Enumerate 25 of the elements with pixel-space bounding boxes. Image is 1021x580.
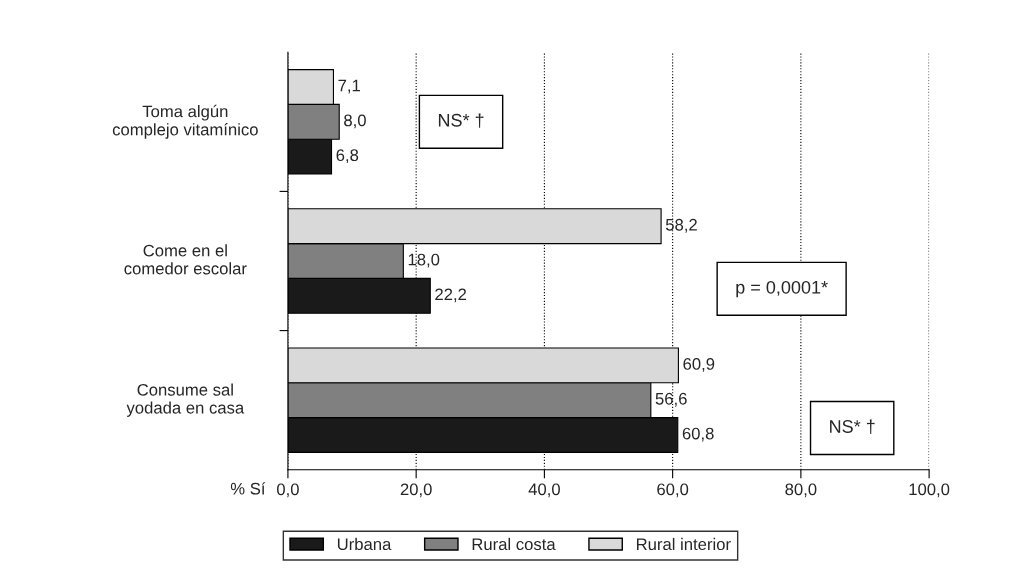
x-tick-label: 100,0 [909,483,950,498]
annotation: p = 0,0001* [736,280,828,298]
data-label: 8,0 [344,114,366,129]
x-axis-title: % Sí [230,482,266,495]
data-label: 58,2 [665,218,697,233]
data-label: 56,6 [655,392,687,407]
x-tick-label: 60,0 [657,483,689,498]
legend-label: Urbana [337,537,392,551]
x-tick-label: 20,0 [400,483,432,498]
data-label: 60,9 [683,358,715,372]
data-label: 18,0 [408,253,440,268]
y-tick-label: Consume sal yodada en casa [126,383,245,417]
y-tick-label: Come en el comedor escolar [124,244,247,275]
x-tick-label: 80,0 [785,483,817,498]
data-label: 7,1 [338,79,360,94]
y-tick-label: Toma algún complejo vitamínico [112,104,258,139]
legend-label: Rural interior [636,537,731,551]
legend-label: Rural costa [472,537,556,551]
annotation: NS* † [438,113,484,128]
data-label: 60,8 [682,427,714,442]
x-tick-label: 0,0 [276,483,299,498]
x-tick-label: 40,0 [528,483,560,498]
data-label: 22,2 [435,288,467,303]
data-label: 6,8 [336,149,359,164]
annotation: NS* † [830,419,875,434]
